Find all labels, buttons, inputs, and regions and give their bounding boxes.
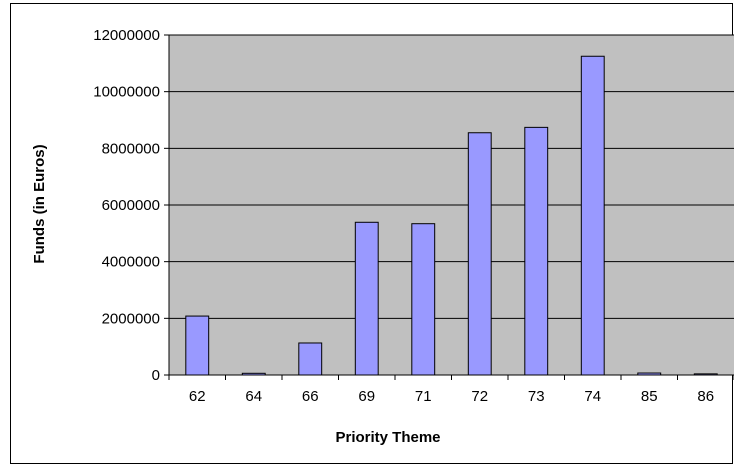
- y-tick-label: 6000000: [102, 197, 160, 214]
- y-tick-label: 0: [152, 367, 160, 384]
- x-tick-label: 64: [245, 388, 262, 405]
- x-tick-label: 74: [584, 388, 601, 405]
- x-tick-label: 62: [189, 388, 206, 405]
- bar-71: [411, 223, 436, 376]
- gridlines: [169, 34, 734, 319]
- x-axis-label: Priority Theme: [335, 429, 440, 446]
- x-tick-labels: 62 64 66 69 71 72 73 74 85 86: [189, 388, 714, 405]
- bar-62: [185, 315, 210, 376]
- y-axis-label: Funds (in Euros): [31, 144, 48, 263]
- bar-74: [580, 55, 605, 376]
- bar-66: [298, 342, 323, 376]
- axes: [164, 34, 735, 380]
- y-tick-label: 12000000: [93, 27, 160, 44]
- y-tick-label: 8000000: [102, 140, 160, 157]
- bar-72: [467, 132, 492, 376]
- x-tick-label: 72: [471, 388, 488, 405]
- bar-69: [354, 221, 379, 376]
- bar-73: [524, 126, 549, 376]
- y-tick-label: 4000000: [102, 254, 160, 271]
- x-tick-label: 85: [641, 388, 658, 405]
- x-tick-label: 71: [415, 388, 432, 405]
- y-tick-label: 2000000: [102, 310, 160, 327]
- bars: [185, 55, 718, 376]
- chart-frame: 0 2000000 4000000 6000000 8000000 10000000 120…: [10, 3, 735, 464]
- bar-chart: 0 2000000 4000000 6000000 8000000 10000000 120…: [31, 27, 735, 446]
- x-tick-label: 73: [528, 388, 545, 405]
- y-tick-label: 10000000: [93, 84, 160, 101]
- x-tick-label: 69: [358, 388, 375, 405]
- x-tick-label: 86: [697, 388, 714, 405]
- x-tick-label: 66: [302, 388, 319, 405]
- y-tick-labels: 0 2000000 4000000 6000000 8000000 10000000 120…: [93, 27, 160, 384]
